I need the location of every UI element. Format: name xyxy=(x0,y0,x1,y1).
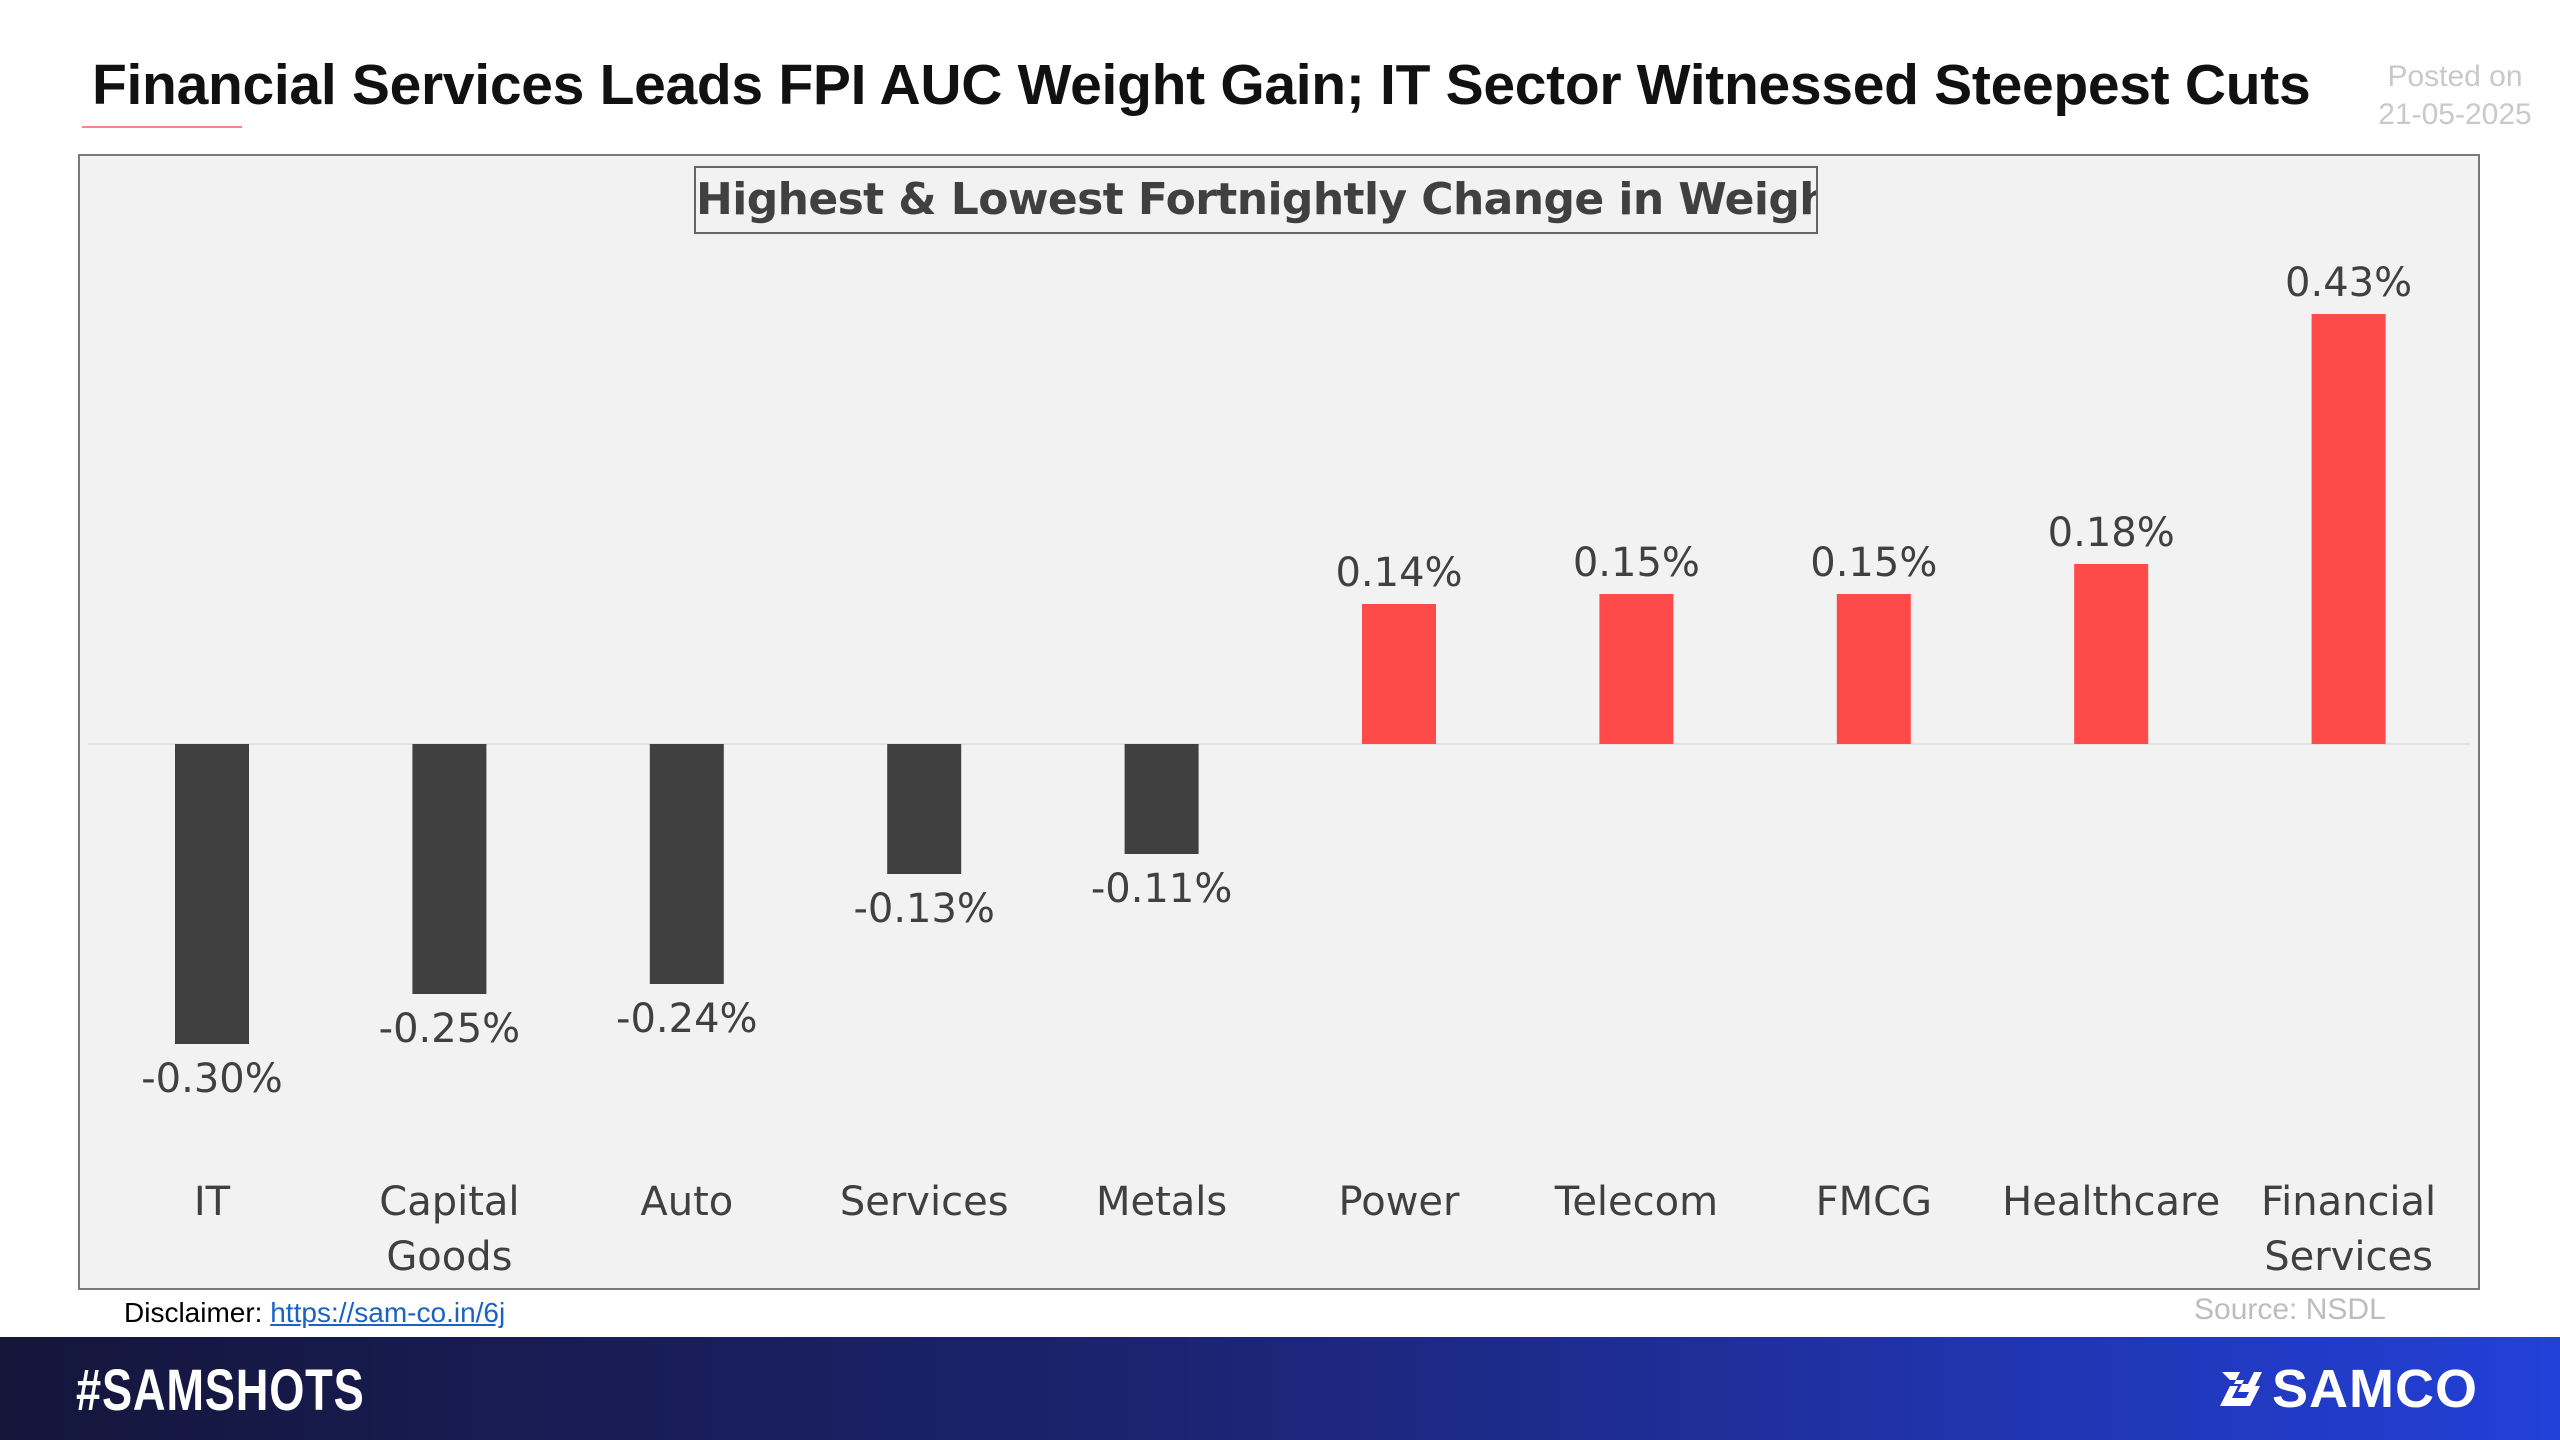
data-label: -0.11% xyxy=(1091,866,1233,912)
category-label: FMCG xyxy=(1816,1179,1932,1225)
category-label: Services xyxy=(840,1179,1009,1225)
data-label: 0.15% xyxy=(1810,540,1937,586)
category-label: Metals xyxy=(1096,1179,1227,1225)
data-label: 0.14% xyxy=(1335,550,1462,596)
data-label: -0.25% xyxy=(379,1006,521,1052)
bar xyxy=(649,744,724,984)
title-underline xyxy=(82,126,242,128)
bar xyxy=(2074,564,2149,744)
disclaimer: Disclaimer: https://sam-co.in/6j xyxy=(124,1297,505,1329)
category-label: Auto xyxy=(640,1179,733,1225)
chart-title: Highest & Lowest Fortnightly Change in W… xyxy=(694,166,1818,234)
source-note: Source: NSDL xyxy=(2194,1293,2386,1326)
category-label: Telecom xyxy=(1554,1179,1718,1225)
samco-logo-icon xyxy=(2220,1372,2262,1406)
category-label: Capital xyxy=(379,1179,519,1225)
page-title: Financial Services Leads FPI AUC Weight … xyxy=(92,53,2311,117)
category-label: Power xyxy=(1339,1179,1460,1225)
bar xyxy=(412,744,487,994)
bar xyxy=(175,744,249,1044)
category-label: Services xyxy=(2264,1234,2433,1280)
data-label: -0.13% xyxy=(853,886,995,932)
data-label: 0.15% xyxy=(1573,540,1700,586)
category-label: Financial xyxy=(2261,1179,2436,1225)
bar xyxy=(1599,594,1674,744)
disclaimer-link[interactable]: https://sam-co.in/6j xyxy=(270,1297,506,1328)
hashtag: #SAMSHOTS xyxy=(76,1358,365,1423)
category-label: Goods xyxy=(386,1234,512,1280)
data-label: -0.24% xyxy=(616,996,758,1042)
bar xyxy=(887,744,962,874)
category-label: Healthcare xyxy=(2002,1179,2220,1225)
bar xyxy=(2311,314,2386,744)
category-label: IT xyxy=(194,1179,231,1225)
brand-name: SAMCO xyxy=(2272,1359,2478,1419)
bar xyxy=(1362,604,1436,744)
posted-info: Posted on 21-05-2025 xyxy=(2350,58,2560,134)
posted-label: Posted on xyxy=(2387,60,2523,93)
data-label: 0.18% xyxy=(2048,510,2175,556)
footer-bar: #SAMSHOTS SAMCO xyxy=(0,1337,2560,1440)
posted-date: 21-05-2025 xyxy=(2378,98,2532,131)
data-label: 0.43% xyxy=(2285,260,2412,306)
bar-chart: -0.30% IT -0.25% Capital Goods -0.24% Auto -0.1… xyxy=(88,260,2470,1280)
data-label: -0.30% xyxy=(141,1056,283,1102)
disclaimer-label: Disclaimer: xyxy=(124,1297,271,1328)
brand-logo[interactable]: SAMCO xyxy=(2218,1359,2478,1419)
bar xyxy=(1124,744,1199,854)
bar xyxy=(1836,594,1911,744)
